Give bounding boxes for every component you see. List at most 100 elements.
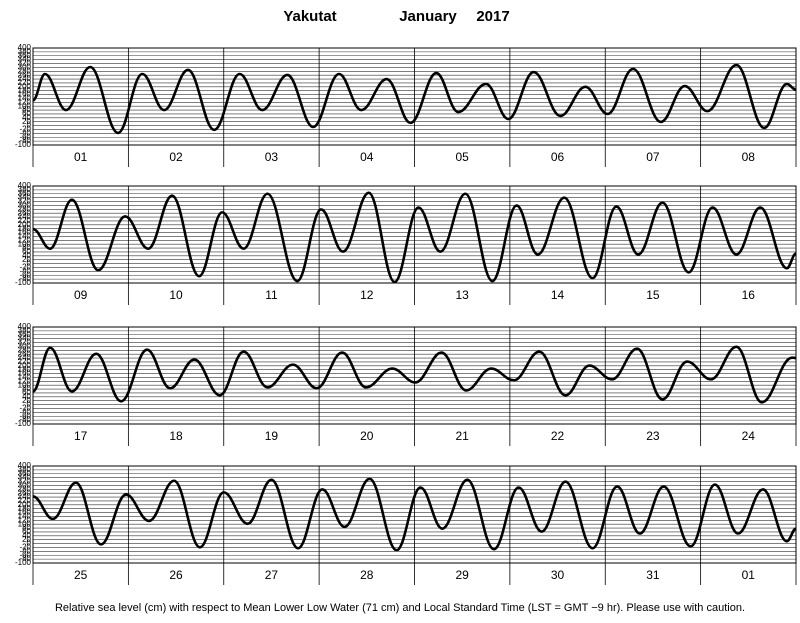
y-tick-label: 60 <box>22 388 31 397</box>
y-tick-label: -20 <box>19 543 31 552</box>
day-label: 29 <box>456 568 470 582</box>
y-tick-label: 0 <box>27 539 32 548</box>
day-label: 30 <box>551 568 565 582</box>
y-tick-label: 20 <box>22 535 31 544</box>
y-tick-label: 300 <box>18 342 32 351</box>
y-tick-label: 340 <box>18 334 32 343</box>
y-tick-label: 300 <box>18 481 32 490</box>
y-tick-label: 240 <box>18 74 32 83</box>
y-tick-label: 220 <box>18 496 32 505</box>
y-tick-label: 20 <box>22 396 31 405</box>
panel-frame <box>32 47 797 146</box>
y-tick-label: 180 <box>18 86 32 95</box>
day-label: 06 <box>551 150 565 164</box>
y-tick-label: 260 <box>18 488 32 497</box>
y-tick-label: -60 <box>19 550 31 559</box>
y-tick-label: 240 <box>18 212 32 221</box>
y-tick-label: 380 <box>18 47 32 56</box>
y-tick-label: 220 <box>18 357 32 366</box>
y-tick-label: -60 <box>19 411 31 420</box>
y-tick-label: 260 <box>18 70 32 79</box>
day-label: 31 <box>646 568 660 582</box>
y-tick-label: 60 <box>22 527 31 536</box>
y-tick-label: -80 <box>19 136 31 145</box>
y-tick-label: -40 <box>19 546 31 555</box>
title-location: Yakutat <box>283 8 336 25</box>
day-label: 27 <box>265 568 279 582</box>
day-label: 11 <box>265 288 278 302</box>
day-label: 03 <box>265 150 279 164</box>
y-tick-label: 140 <box>18 232 32 241</box>
y-tick-label: 200 <box>18 220 32 229</box>
y-tick-label: 140 <box>18 373 32 382</box>
y-tick-label: 180 <box>18 365 32 374</box>
y-tick-label: 380 <box>18 326 32 335</box>
tide-curve <box>32 191 797 284</box>
y-tick-label: 400 <box>18 461 32 470</box>
y-tick-label: 160 <box>18 90 32 99</box>
day-label: 22 <box>551 429 565 443</box>
y-tick-label: 380 <box>18 185 32 194</box>
y-tick-label: -20 <box>19 125 31 134</box>
y-tick-label: 260 <box>18 349 32 358</box>
y-tick-label: -40 <box>19 128 31 137</box>
tide-curve <box>32 63 797 135</box>
day-label: 12 <box>360 288 374 302</box>
y-tick-label: 400 <box>18 322 32 331</box>
y-tick-label: 320 <box>18 477 32 486</box>
y-tick-label: -100 <box>15 419 32 428</box>
y-tick-label: 280 <box>18 484 32 493</box>
y-tick-label: 0 <box>27 400 32 409</box>
y-tick-label: 0 <box>27 121 32 130</box>
y-tick-label: 340 <box>18 473 32 482</box>
y-tick-label: 260 <box>18 208 32 217</box>
y-tick-label: 200 <box>18 361 32 370</box>
day-label: 07 <box>646 150 660 164</box>
day-label: 02 <box>169 150 183 164</box>
y-tick-label: 300 <box>18 201 32 210</box>
y-tick-label: 380 <box>18 465 32 474</box>
y-tick-label: 280 <box>18 66 32 75</box>
tide-curve <box>32 477 797 552</box>
y-tick-label: 120 <box>18 97 32 106</box>
panel-frame <box>32 185 797 284</box>
y-tick-label: 360 <box>18 469 32 478</box>
y-tick-label: 360 <box>18 189 32 198</box>
y-tick-label: 160 <box>18 369 32 378</box>
y-tick-label: 80 <box>22 384 31 393</box>
y-tick-label: 160 <box>18 508 32 517</box>
day-label: 21 <box>456 429 470 443</box>
y-tick-label: -100 <box>15 140 32 149</box>
day-label: 28 <box>360 568 374 582</box>
y-tick-label: -100 <box>15 558 32 567</box>
y-tick-label: -80 <box>19 274 31 283</box>
y-tick-label: 280 <box>18 345 32 354</box>
y-tick-label: 400 <box>18 181 32 190</box>
y-tick-label: 300 <box>18 63 32 72</box>
day-label: 18 <box>169 429 183 443</box>
title-month: January <box>399 8 457 25</box>
y-tick-label: 280 <box>18 204 32 213</box>
y-tick-label: 320 <box>18 197 32 206</box>
y-tick-label: 240 <box>18 353 32 362</box>
day-label: 17 <box>74 429 88 443</box>
y-tick-label: 0 <box>27 259 32 268</box>
day-label: 10 <box>169 288 183 302</box>
y-tick-label: 340 <box>18 55 32 64</box>
y-tick-label: 40 <box>22 251 31 260</box>
footnote: Relative sea level (cm) with respect to … <box>55 602 745 614</box>
y-tick-label: 220 <box>18 216 32 225</box>
y-tick-label: 60 <box>22 109 31 118</box>
y-tick-label: 120 <box>18 376 32 385</box>
y-tick-label: -20 <box>19 263 31 272</box>
y-tick-label: 220 <box>18 78 32 87</box>
y-tick-label: 180 <box>18 224 32 233</box>
day-label: 01 <box>742 568 756 582</box>
y-tick-label: 120 <box>18 515 32 524</box>
y-tick-label: 320 <box>18 338 32 347</box>
y-tick-label: -20 <box>19 404 31 413</box>
day-label: 13 <box>456 288 470 302</box>
y-tick-label: 360 <box>18 51 32 60</box>
panel-frame <box>32 326 797 425</box>
